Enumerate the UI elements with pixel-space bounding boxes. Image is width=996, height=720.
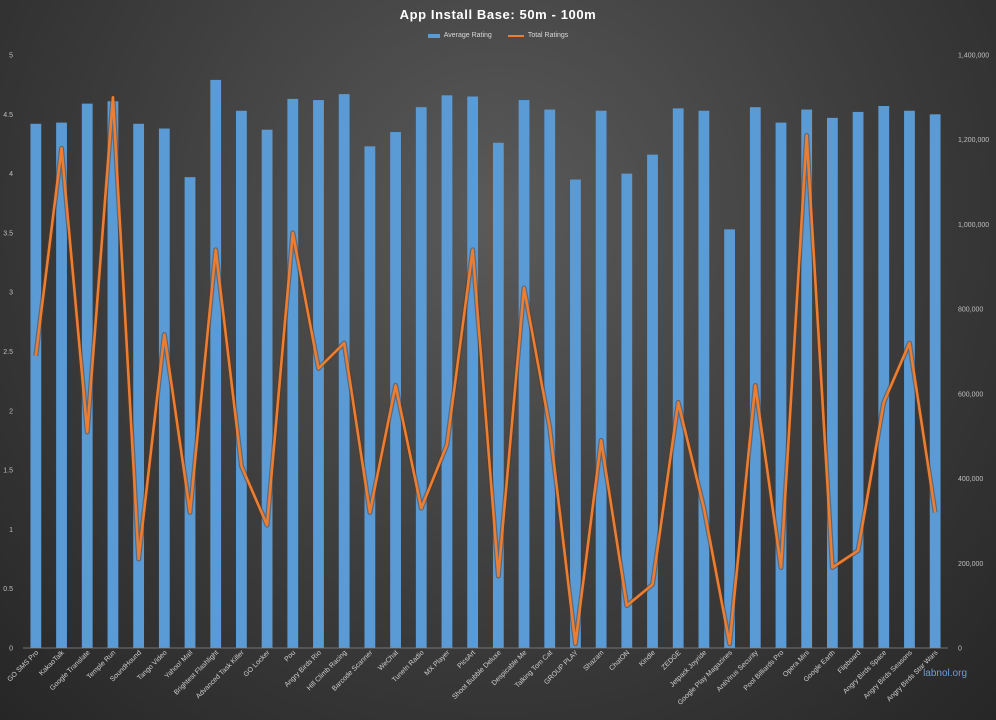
x-category-label: Kindle — [638, 649, 657, 668]
bar-average-rating — [801, 109, 813, 648]
y-right-tick-label: 0 — [958, 646, 962, 653]
y-right-tick-label: 800,000 — [958, 307, 983, 314]
x-category-label: GO SMS Pro — [6, 649, 40, 683]
bar-average-rating — [775, 122, 787, 649]
bar-average-rating — [261, 129, 273, 648]
x-category-label: WeChat — [377, 649, 400, 672]
legend-label-total-ratings: Total Ratings — [527, 32, 569, 39]
y-right-tick-label: 400,000 — [958, 476, 983, 483]
y-right-tick-label: 200,000 — [958, 561, 983, 568]
y-left-tick-label: 0.5 — [3, 586, 13, 593]
legend-swatch-bar — [427, 33, 440, 38]
x-category-label: Advanced Task Killer — [195, 649, 246, 700]
x-category-label: Shoot Bubble Deluxe — [451, 649, 503, 701]
y-left-tick-label: 0 — [9, 646, 13, 653]
bar-average-rating — [313, 100, 324, 649]
y-left-tick-label: 2.5 — [3, 349, 13, 356]
bar-average-rating — [133, 123, 145, 648]
y-right-tick-label: 1,200,000 — [958, 137, 989, 144]
bar-average-rating — [107, 101, 119, 648]
legend-swatch-line — [507, 34, 524, 37]
bar-average-rating — [852, 111, 864, 649]
bar-average-rating — [878, 105, 890, 649]
bar-average-rating — [30, 123, 42, 648]
legend-item-average-rating: Average Rating — [427, 32, 492, 39]
bar-average-rating — [287, 98, 299, 648]
bar-average-rating — [647, 154, 658, 648]
y-left-tick-label: 4 — [9, 171, 13, 178]
bar-average-rating — [492, 142, 504, 648]
bar-average-rating — [467, 96, 479, 648]
y-left-tick-label: 1.5 — [3, 468, 13, 475]
bar-average-rating — [518, 100, 530, 649]
y-left-tick-label: 3.5 — [3, 230, 13, 237]
legend: Average Rating Total Ratings — [0, 32, 996, 39]
bar-average-rating — [904, 110, 915, 648]
line-total-ratings — [34, 96, 937, 646]
bar-average-rating — [236, 110, 247, 648]
bar-average-rating — [544, 109, 556, 648]
bar-average-rating — [724, 229, 735, 649]
bar-average-rating — [595, 110, 607, 648]
bar-average-rating — [621, 173, 633, 648]
x-category-label: Brightest Flashlight — [173, 649, 220, 696]
bar-average-rating — [570, 179, 581, 648]
bar-average-rating — [929, 114, 941, 649]
bar-average-rating — [749, 107, 761, 648]
bar-average-rating — [672, 108, 684, 649]
bar-average-rating — [81, 103, 93, 649]
y-left-tick-label: 3 — [9, 290, 13, 297]
x-category-label: Flipboard — [837, 649, 863, 675]
legend-item-total-ratings: Total Ratings — [507, 32, 569, 39]
x-category-label: Pou — [283, 649, 297, 663]
chart-title: App Install Base: 50m - 100m — [399, 7, 597, 22]
bar-average-rating — [441, 95, 453, 649]
x-category-label: PicsArt — [456, 649, 477, 670]
y-right-tick-label: 1,000,000 — [958, 222, 989, 229]
bar-average-rating — [210, 79, 222, 648]
x-category-label: ChatON — [608, 649, 631, 672]
bar-average-rating — [56, 122, 67, 649]
x-category-label: GO Locker — [243, 649, 272, 678]
x-category-label: MX Player — [424, 649, 452, 677]
y-left-tick-label: 1 — [9, 527, 13, 534]
legend-label-average-rating: Average Rating — [443, 32, 492, 39]
bar-average-rating — [184, 177, 196, 648]
x-category-label: Angry Birds Space — [842, 649, 888, 695]
y-left-tick-label: 2 — [9, 408, 13, 415]
bar-average-rating — [364, 146, 376, 648]
bar-average-rating — [158, 128, 170, 649]
bar-average-rating — [415, 107, 427, 648]
bar-average-rating — [338, 94, 350, 648]
y-right-tick-label: 600,000 — [958, 391, 983, 398]
bar-average-rating — [698, 110, 710, 648]
x-category-label: Shazam — [582, 649, 605, 672]
x-category-label: Angry Birds Seasons — [863, 649, 915, 701]
watermark: labnol.org — [923, 668, 967, 679]
x-category-label: ZEDGE — [661, 649, 683, 671]
y-right-tick-label: 1,400,000 — [958, 53, 989, 60]
bar-average-rating — [826, 117, 838, 648]
y-left-tick-label: 5 — [9, 53, 13, 60]
y-left-tick-label: 4.5 — [3, 112, 13, 119]
